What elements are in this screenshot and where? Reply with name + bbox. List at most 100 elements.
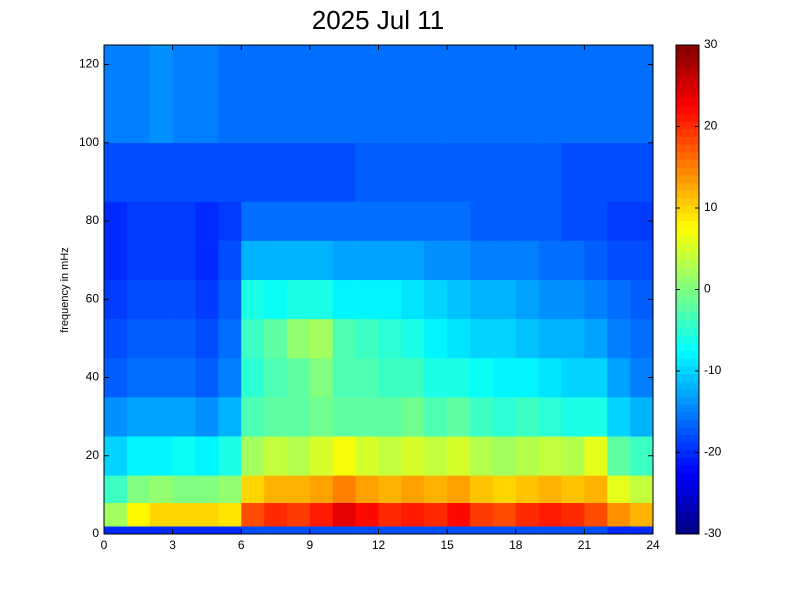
heatmap-cell: [607, 475, 631, 504]
heatmap-cell: [218, 45, 242, 144]
heatmap-cell: [378, 357, 402, 398]
heatmap-cell: [378, 436, 402, 476]
heatmap-cell: [607, 45, 631, 144]
heatmap-cell: [149, 357, 173, 398]
heatmap-cell: [309, 436, 334, 476]
heatmap-cell: [218, 279, 242, 320]
heatmap-cell: [538, 436, 562, 476]
chart-title: 2025 Jul 11: [312, 5, 445, 35]
colorbar-swatch: [676, 442, 699, 451]
heatmap-cell: [264, 142, 288, 202]
heatmap-cell: [104, 318, 128, 359]
heatmap-cell: [172, 240, 196, 281]
colorbar-swatch: [676, 449, 699, 458]
heatmap-cell: [378, 201, 402, 241]
heatmap-cell: [538, 475, 562, 504]
heatmap-cell: [447, 279, 471, 320]
heatmap-cell: [172, 357, 196, 398]
colorbar-swatch: [676, 342, 699, 351]
colorbar-swatch: [676, 121, 699, 130]
heatmap-cell: [149, 142, 173, 202]
heatmap-cell: [264, 436, 288, 476]
heatmap-cell: [172, 475, 196, 504]
colorbar-swatch: [676, 106, 699, 115]
heatmap-cell: [607, 526, 631, 535]
heatmap-cell: [584, 142, 608, 202]
colorbar-swatch: [676, 60, 699, 69]
heatmap-cell: [149, 318, 173, 359]
heatmap-cell: [104, 475, 128, 504]
heatmap-cell: [104, 142, 128, 202]
colorbar-swatch: [676, 236, 699, 244]
heatmap-cell: [241, 201, 265, 241]
heatmap-cell: [424, 526, 448, 535]
heatmap-cell: [264, 240, 288, 281]
heatmap-cell: [401, 279, 425, 320]
heatmap-cell: [470, 142, 494, 202]
heatmap-cell: [355, 318, 379, 359]
heatmap-cell: [424, 318, 448, 359]
colorbar-swatch: [676, 251, 699, 260]
heatmap-cell: [218, 201, 242, 241]
heatmap-cell: [309, 397, 334, 437]
heatmap-cell: [424, 45, 448, 144]
heatmap-cell: [195, 279, 219, 320]
heatmap-cell: [149, 475, 173, 504]
heatmap-cell: [149, 240, 173, 281]
colorbar-swatch: [676, 274, 699, 283]
heatmap-cell: [515, 201, 539, 241]
heatmap-cell: [630, 526, 654, 535]
x-tick-label: 0: [101, 538, 108, 552]
heatmap-cell: [492, 318, 517, 359]
heatmap-cell: [218, 240, 242, 281]
colorbar-swatch: [676, 472, 699, 481]
heatmap-cell: [378, 45, 402, 144]
heatmap-cell: [584, 318, 608, 359]
heatmap-cell: [104, 397, 128, 437]
x-tick-label: 12: [372, 538, 386, 552]
heatmap-cell: [287, 279, 311, 320]
heatmap-cell: [492, 436, 517, 476]
colorbar-swatch: [676, 52, 699, 61]
y-axis-label: frequency in mHz: [59, 247, 71, 333]
colorbar-swatch: [676, 136, 699, 145]
heatmap-cell: [515, 45, 539, 144]
colorbar-swatch: [676, 98, 699, 107]
heatmap-cell: [538, 357, 562, 398]
heatmap-cell: [492, 45, 517, 144]
colorbar-swatch: [676, 480, 699, 489]
heatmap-cell: [126, 397, 151, 437]
heatmap-cell: [401, 201, 425, 241]
colorbar-swatch: [676, 243, 699, 252]
heatmap-cell: [561, 201, 585, 241]
heatmap-cell: [630, 502, 654, 527]
heatmap-cell: [424, 142, 448, 202]
heatmap-cell: [264, 502, 288, 527]
x-tick-label: 24: [646, 538, 660, 552]
heatmap-cell: [264, 397, 288, 437]
heatmap-cell: [126, 142, 151, 202]
y-tick-label: 60: [86, 291, 100, 305]
colorbar-swatch: [676, 220, 699, 229]
heatmap-cell: [195, 502, 219, 527]
colorbar-swatch: [676, 312, 699, 321]
heatmap-cell: [470, 436, 494, 476]
heatmap-cell: [607, 279, 631, 320]
heatmap-cell: [424, 240, 448, 281]
heatmap-cell: [561, 397, 585, 437]
y-tick-label: 80: [86, 213, 100, 227]
y-tick-label: 100: [79, 135, 99, 149]
heatmap-cell: [195, 45, 219, 144]
colorbar-swatch: [676, 404, 699, 413]
heatmap-cell: [538, 279, 562, 320]
heatmap-cell: [126, 502, 151, 527]
heatmap-cell: [241, 240, 265, 281]
colorbar-swatch: [676, 144, 699, 153]
heatmap-cell: [264, 201, 288, 241]
heatmap-cell: [378, 240, 402, 281]
heatmap-cell: [378, 397, 402, 437]
colorbar-swatch: [676, 304, 699, 313]
heatmap-cell: [515, 436, 539, 476]
heatmap-cell: [447, 45, 471, 144]
